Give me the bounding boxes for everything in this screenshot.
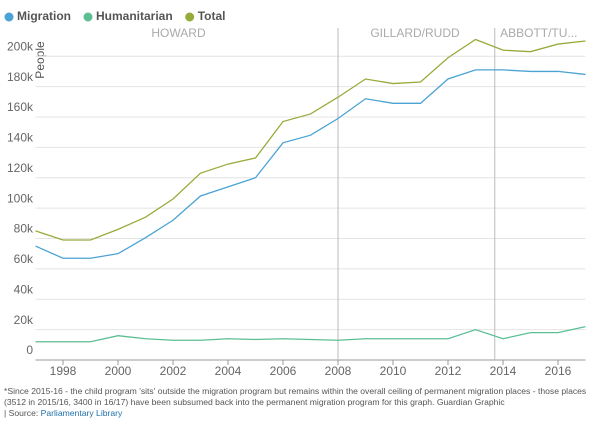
series-line	[35, 69, 586, 259]
x-tick-label: 2006	[270, 364, 297, 378]
x-tick-label: 2000	[105, 364, 132, 378]
legend-label: Humanitarian	[96, 9, 173, 23]
legend-label: Total	[198, 9, 226, 23]
series-line	[35, 38, 586, 241]
legend-dot	[4, 12, 14, 22]
period-label: ABBOTT/TU...	[500, 26, 577, 40]
x-tick-label: 2008	[325, 364, 352, 378]
period-label: GILLARD/RUDD	[370, 26, 460, 40]
x-tick-label: 2014	[490, 364, 517, 378]
y-tick-label: 80k	[14, 222, 34, 236]
period-label: HOWARD	[151, 26, 206, 40]
source-prefix: | Source:	[4, 408, 39, 418]
y-tick-label: 120k	[7, 161, 34, 175]
y-tick-label: 60k	[14, 252, 34, 266]
y-tick-label: 200k	[7, 39, 34, 53]
y-axis-label: People	[33, 41, 47, 79]
y-tick-label: 40k	[14, 282, 34, 296]
x-tick-label: 2010	[380, 364, 407, 378]
y-tick-label: 180k	[7, 70, 34, 84]
source-link[interactable]: Parliamentary Library	[40, 408, 123, 418]
y-tick-label: 100k	[7, 191, 34, 205]
series-line	[35, 325, 586, 343]
legend-label: Migration	[17, 9, 71, 23]
chart: People 0 20k 40k 60k 80k 100k 120k 140k 160k 180k…	[4, 9, 586, 378]
note-text: *Since 2015-16 - the child program 'sits…	[4, 386, 587, 407]
y-tick-label: 20k	[14, 313, 34, 327]
y-tick-label: 0	[26, 343, 33, 357]
y-tick-label: 160k	[7, 100, 34, 114]
x-tick-label: 2002	[160, 364, 187, 378]
legend-dot	[83, 12, 93, 22]
x-tick-label: 2016	[545, 364, 572, 378]
footnote: *Since 2015-16 - the child program 'sits…	[4, 386, 598, 419]
x-tick-label: 2004	[215, 364, 242, 378]
x-tick-label: 2012	[435, 364, 462, 378]
x-tick-label: 1998	[50, 364, 77, 378]
legend-dot	[185, 12, 195, 22]
y-tick-label: 140k	[7, 131, 34, 145]
